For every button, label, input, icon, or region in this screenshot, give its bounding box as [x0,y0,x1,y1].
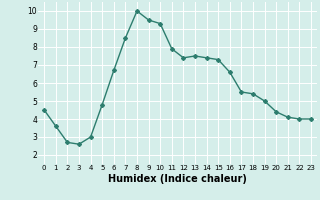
X-axis label: Humidex (Indice chaleur): Humidex (Indice chaleur) [108,174,247,184]
